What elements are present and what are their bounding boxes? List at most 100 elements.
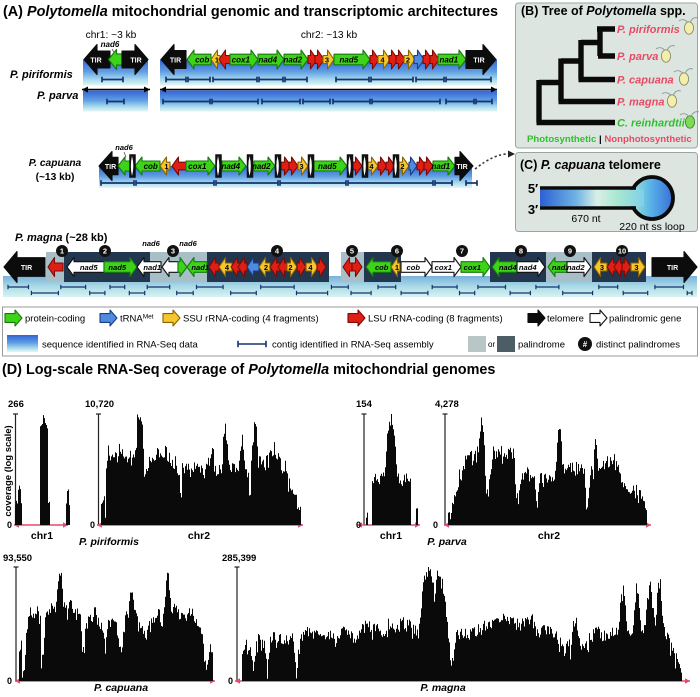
svg-text:TIR: TIR xyxy=(456,164,467,171)
svg-text:4: 4 xyxy=(308,263,313,272)
svg-text:2: 2 xyxy=(103,247,107,256)
svg-text:cob: cob xyxy=(144,162,158,171)
svg-text:220 nt ss loop: 220 nt ss loop xyxy=(619,221,685,233)
svg-text:4: 4 xyxy=(380,55,385,64)
svg-text:coverage (log scale): coverage (log scale) xyxy=(3,425,14,516)
svg-text:nad1: nad1 xyxy=(439,55,458,64)
svg-text:nad2: nad2 xyxy=(283,55,302,64)
svg-text:TIR: TIR xyxy=(170,57,181,64)
svg-text:P. capuana: P. capuana xyxy=(617,75,674,87)
svg-text:contig identified in RNA-Seq a: contig identified in RNA-Seq assembly xyxy=(272,339,434,350)
svg-text:cob: cob xyxy=(407,263,421,272)
svg-text:266: 266 xyxy=(8,399,24,410)
svg-text:nad2: nad2 xyxy=(552,263,571,272)
svg-text:2: 2 xyxy=(288,263,292,272)
svg-text:(A) Polytomella mitochondrial: (A) Polytomella mitochondrial genomic an… xyxy=(3,4,498,20)
svg-text:154: 154 xyxy=(356,399,373,410)
svg-text:Photosynthetic | Nonphotosynth: Photosynthetic | Nonphotosynthetic xyxy=(527,134,692,145)
svg-text:cox1: cox1 xyxy=(232,55,251,64)
svg-text:P. piriformis: P. piriformis xyxy=(10,69,73,81)
svg-text:5′: 5′ xyxy=(528,181,538,196)
svg-text:6: 6 xyxy=(395,247,399,256)
svg-text:P. parva: P. parva xyxy=(427,536,467,548)
svg-text:(B) Tree of Polytomella spp.: (B) Tree of Polytomella spp. xyxy=(521,4,686,18)
svg-text:(~13 kb): (~13 kb) xyxy=(36,172,75,183)
svg-text:TIR: TIR xyxy=(90,58,101,65)
svg-text:cob: cob xyxy=(195,55,209,64)
svg-text:4: 4 xyxy=(369,162,374,171)
svg-text:3: 3 xyxy=(299,162,303,171)
svg-text:5: 5 xyxy=(350,247,354,256)
svg-text:93,550: 93,550 xyxy=(3,553,32,564)
svg-text:nad1: nad1 xyxy=(431,162,450,171)
svg-text:LSU rRNA-coding (8 fragments): LSU rRNA-coding (8 fragments) xyxy=(368,313,503,324)
svg-text:nad5: nad5 xyxy=(339,55,358,64)
svg-text:SSU rRNA-coding (4 fragments): SSU rRNA-coding (4 fragments) xyxy=(183,313,319,324)
svg-text:9: 9 xyxy=(568,247,572,256)
svg-text:nad5: nad5 xyxy=(80,263,99,272)
svg-text:P. piriformis: P. piriformis xyxy=(617,24,680,36)
svg-text:P. parva: P. parva xyxy=(37,90,78,102)
svg-text:P. magna: P. magna xyxy=(617,97,665,109)
svg-text:2: 2 xyxy=(406,55,410,64)
svg-text:nad1: nad1 xyxy=(143,263,161,272)
svg-text:distinct palindromes: distinct palindromes xyxy=(596,339,680,350)
svg-text:P. magna (~28 kb): P. magna (~28 kb) xyxy=(15,232,108,244)
svg-text:(C) P. capuana telomere: (C) P. capuana telomere xyxy=(520,158,661,172)
svg-text:nad6: nad6 xyxy=(101,40,120,49)
svg-text:palindromic gene: palindromic gene xyxy=(609,313,681,324)
svg-text:chr1: ~3 kb: chr1: ~3 kb xyxy=(86,30,137,41)
svg-text:cox1: cox1 xyxy=(188,162,207,171)
svg-text:tRNAMet: tRNAMet xyxy=(120,313,154,325)
svg-text:nad6: nad6 xyxy=(179,239,197,248)
svg-text:10,720: 10,720 xyxy=(85,399,114,410)
svg-text:7: 7 xyxy=(460,247,464,256)
svg-text:4: 4 xyxy=(225,263,230,272)
svg-text:nad4: nad4 xyxy=(258,55,277,64)
svg-text:nad5: nad5 xyxy=(318,162,337,171)
svg-text:3: 3 xyxy=(171,247,175,256)
svg-text:nad5: nad5 xyxy=(108,263,127,272)
svg-text:3: 3 xyxy=(600,263,604,272)
svg-text:8: 8 xyxy=(519,247,523,256)
svg-text:P. capuana: P. capuana xyxy=(29,158,82,169)
svg-text:0: 0 xyxy=(433,520,438,530)
svg-text:sequence identified in RNA-Seq: sequence identified in RNA-Seq data xyxy=(42,339,199,350)
svg-text:nad6: nad6 xyxy=(115,143,133,152)
svg-text:3′: 3′ xyxy=(528,202,538,217)
svg-text:or: or xyxy=(488,340,495,349)
svg-text:0: 0 xyxy=(356,520,361,530)
svg-text:3: 3 xyxy=(325,55,329,64)
svg-text:telomere: telomere xyxy=(547,313,584,324)
svg-text:P. piriformis: P. piriformis xyxy=(79,536,139,548)
svg-text:nad2: nad2 xyxy=(252,162,271,171)
svg-text:2: 2 xyxy=(400,162,404,171)
svg-text:TIR: TIR xyxy=(105,164,116,171)
svg-text:1: 1 xyxy=(395,263,399,272)
svg-text:#: # xyxy=(583,340,588,349)
svg-text:nad1: nad1 xyxy=(191,263,209,272)
svg-text:0: 0 xyxy=(7,676,12,686)
svg-text:P. capuana: P. capuana xyxy=(94,682,148,694)
svg-text:chr1: chr1 xyxy=(31,530,53,542)
svg-text:TIR: TIR xyxy=(130,58,141,65)
svg-text:670 nt: 670 nt xyxy=(571,213,600,225)
svg-text:chr2: chr2 xyxy=(538,530,560,542)
svg-text:nad4: nad4 xyxy=(499,263,518,272)
svg-text:2: 2 xyxy=(264,263,268,272)
svg-text:nad4: nad4 xyxy=(221,162,240,171)
svg-text:4,278: 4,278 xyxy=(435,399,459,410)
svg-text:nad6: nad6 xyxy=(142,239,160,248)
svg-text:10: 10 xyxy=(618,247,626,256)
svg-text:P. parva: P. parva xyxy=(617,51,658,63)
svg-text:0: 0 xyxy=(7,520,12,530)
svg-text:TIR: TIR xyxy=(667,265,678,272)
svg-text:chr1: chr1 xyxy=(380,530,402,542)
svg-text:(D) Log-scale RNA-Seq coverage: (D) Log-scale RNA-Seq coverage of Polyto… xyxy=(2,362,495,378)
svg-text:cox1: cox1 xyxy=(435,263,452,272)
svg-text:nad2: nad2 xyxy=(567,263,586,272)
svg-text:TIR: TIR xyxy=(21,265,32,272)
svg-text:cox1: cox1 xyxy=(464,263,481,272)
svg-text:C. reinhardtii: C. reinhardtii xyxy=(617,118,686,130)
svg-text:chr2: chr2 xyxy=(188,530,210,542)
